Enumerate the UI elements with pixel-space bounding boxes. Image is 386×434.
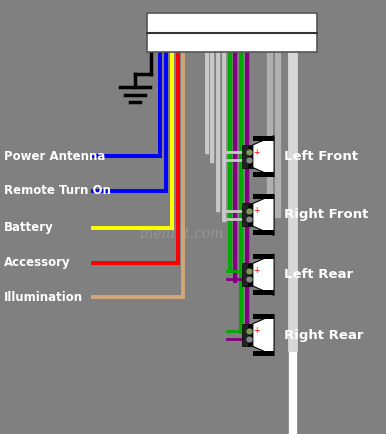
Text: Right Front: Right Front bbox=[284, 208, 368, 221]
Text: Right Rear: Right Rear bbox=[284, 329, 363, 342]
Polygon shape bbox=[253, 314, 274, 356]
Polygon shape bbox=[253, 254, 274, 295]
Bar bbox=[242, 145, 248, 168]
Text: Power Antenna: Power Antenna bbox=[4, 150, 105, 163]
Text: Battery: Battery bbox=[4, 221, 54, 234]
Bar bbox=[242, 324, 248, 346]
Bar bbox=[248, 204, 253, 226]
Text: +: + bbox=[253, 148, 259, 157]
Bar bbox=[242, 204, 248, 226]
Bar bbox=[248, 263, 253, 286]
Text: Left Rear: Left Rear bbox=[284, 268, 353, 281]
Text: Accessory: Accessory bbox=[4, 256, 71, 269]
Bar bbox=[253, 314, 274, 319]
Bar bbox=[253, 135, 274, 141]
Text: Remote Turn On: Remote Turn On bbox=[4, 184, 111, 197]
Bar bbox=[147, 13, 317, 52]
Text: Left Front: Left Front bbox=[284, 150, 358, 163]
Text: +: + bbox=[253, 326, 259, 335]
Bar bbox=[253, 254, 274, 259]
Bar bbox=[248, 145, 253, 168]
Text: +: + bbox=[253, 206, 259, 215]
Bar bbox=[242, 263, 248, 286]
Polygon shape bbox=[253, 135, 274, 177]
Bar bbox=[253, 351, 274, 356]
Text: thehint.com: thehint.com bbox=[139, 227, 223, 241]
Bar bbox=[253, 194, 274, 199]
Bar bbox=[253, 230, 274, 235]
Bar bbox=[253, 290, 274, 295]
Bar bbox=[253, 172, 274, 177]
Polygon shape bbox=[253, 194, 274, 235]
Text: +: + bbox=[253, 266, 259, 275]
Bar bbox=[248, 324, 253, 346]
Text: Illumination: Illumination bbox=[4, 291, 83, 304]
